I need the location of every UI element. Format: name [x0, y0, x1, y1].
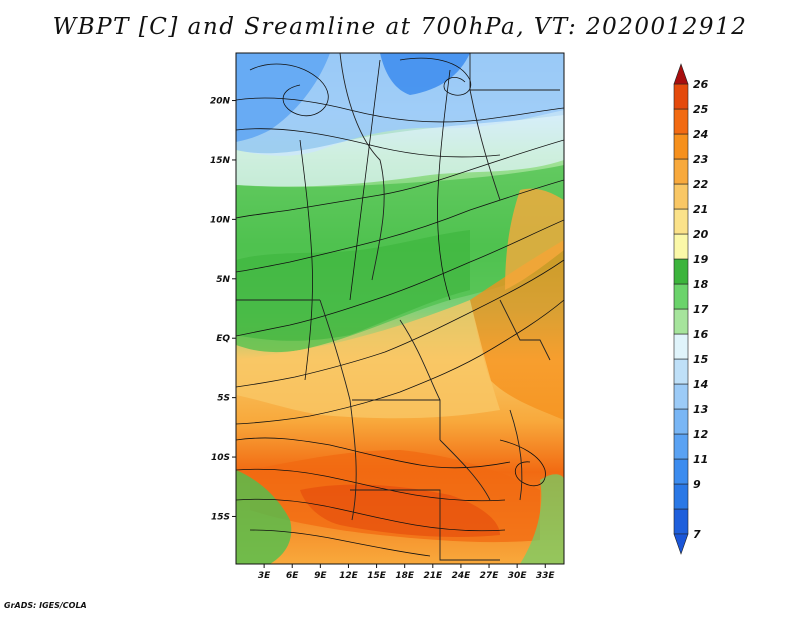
latitude-axis: 20N 15N 10N 5N EQ 5S 10S 15S — [210, 97, 236, 522]
lon-tick-label: 33E — [536, 571, 556, 581]
colorbar-swatch — [673, 108, 689, 135]
colorbar-swatch — [673, 508, 689, 535]
colorbar-label: 23 — [693, 153, 709, 166]
colorbar-swatch — [673, 158, 689, 185]
lon-tick-label: 21E — [423, 571, 443, 581]
colorbar-swatch — [673, 83, 689, 110]
colorbar-swatch — [673, 258, 689, 285]
colorbar-label: 20 — [693, 228, 709, 241]
colorbar-swatch — [673, 333, 689, 360]
colorbar-top-cap — [673, 63, 689, 85]
colorbar-swatch — [673, 133, 689, 160]
colorbar-label: 14 — [693, 378, 708, 391]
colorbar-swatch — [673, 308, 689, 335]
lat-tick-label: 5N — [216, 275, 230, 285]
map-panel — [235, 52, 565, 565]
colorbar-label: 22 — [693, 178, 709, 191]
colorbar-bottom-cap — [673, 533, 689, 555]
colorbar-label: 15 — [693, 353, 709, 366]
colorbar-label: 7 — [693, 528, 701, 541]
streamlines — [236, 57, 564, 557]
colorbar-label: 11 — [693, 453, 708, 466]
country-borders — [236, 53, 560, 561]
colorbar-label: 18 — [693, 278, 709, 291]
colorbar-swatch — [673, 458, 689, 485]
colorbar-swatch — [673, 208, 689, 235]
colorbar-label: 12 — [693, 428, 709, 441]
longitude-axis: 3E 6E 9E 12E 15E 18E 21E 24E 27E 30E 33E — [258, 564, 556, 581]
colorbar-label: 21 — [693, 203, 708, 216]
colorbar-label: 25 — [693, 103, 709, 116]
lat-tick-label: 10N — [210, 215, 231, 225]
lat-tick-label: 20N — [210, 97, 231, 107]
lat-tick-label: 15N — [210, 156, 231, 166]
lon-tick-label: 3E — [258, 571, 271, 581]
grads-credit: GrADS: IGES/COLA — [4, 601, 87, 610]
colorbar-swatch — [673, 283, 689, 310]
lon-tick-label: 30E — [508, 571, 528, 581]
colorbar-label: 26 — [693, 78, 709, 91]
colorbar: 7 9 11 12 13 14 15 16 17 18 19 20 21 22 23 24 25 26 — [673, 63, 709, 555]
lat-tick-label: 5S — [217, 394, 230, 404]
lon-tick-label: 18E — [395, 571, 415, 581]
colorbar-swatch — [673, 358, 689, 385]
lon-tick-label: 27E — [480, 571, 500, 581]
colorbar-swatch — [673, 483, 689, 510]
colorbar-swatch — [673, 233, 689, 260]
lon-tick-label: 24E — [452, 571, 472, 581]
colorbar-swatch — [673, 408, 689, 435]
colorbar-swatch — [673, 183, 689, 210]
colorbar-label: 24 — [693, 128, 708, 141]
lat-tick-label: 10S — [211, 453, 230, 463]
lon-tick-label: 12E — [339, 571, 359, 581]
colorbar-label: 16 — [693, 328, 709, 341]
lon-tick-label: 15E — [367, 571, 387, 581]
colorbar-label: 17 — [693, 303, 709, 316]
lat-tick-label: 15S — [211, 512, 230, 522]
colorbar-swatch — [673, 383, 689, 410]
lon-tick-label: 6E — [286, 571, 299, 581]
colorbar-label: 19 — [693, 253, 709, 266]
colorbar-label: 9 — [693, 478, 701, 491]
lat-tick-label: EQ — [216, 334, 230, 344]
map-frame — [235, 52, 565, 565]
wbpt-field — [236, 53, 564, 564]
colorbar-label: 13 — [693, 403, 709, 416]
colorbar-swatch — [673, 433, 689, 460]
map-title: WBPT [C] and Sreamline at 700hPa, VT: 20… — [52, 14, 748, 40]
lon-tick-label: 9E — [314, 571, 327, 581]
